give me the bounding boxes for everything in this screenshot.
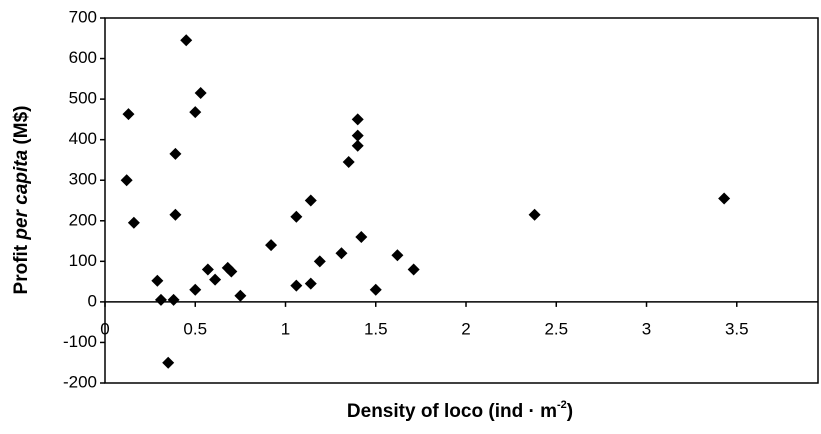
point: [127, 216, 140, 229]
y-tick-label: -200: [63, 372, 97, 391]
point: [169, 208, 182, 221]
x-title-part: Density of loco (ind · m: [347, 401, 557, 422]
point: [225, 265, 238, 278]
y-title-part: Profit: [11, 240, 32, 295]
point: [355, 231, 368, 243]
x-title-part: -2: [557, 399, 567, 411]
point: [351, 129, 364, 142]
point: [407, 263, 420, 276]
x-tick-label: 0.5: [183, 319, 207, 338]
point: [162, 356, 175, 369]
point: [351, 113, 364, 126]
point: [194, 87, 207, 100]
point: [290, 279, 303, 292]
point: [290, 210, 303, 223]
point: [304, 277, 317, 290]
y-tick-label: 200: [69, 210, 97, 229]
x-tick-label: 1.5: [364, 319, 388, 338]
x-tick-label: 0: [100, 319, 109, 338]
x-tick-label: 3: [642, 319, 651, 338]
x-tick-label: 1: [281, 319, 290, 338]
point: [189, 283, 202, 296]
y-tick-label: -100: [63, 332, 97, 351]
point: [351, 139, 364, 152]
point: [120, 174, 133, 187]
point: [169, 147, 182, 160]
y-tick-label: 300: [69, 170, 97, 189]
y-title-part: (M$): [11, 106, 32, 150]
y-title-part: per capita: [11, 149, 32, 240]
point: [234, 289, 247, 302]
x-tick-label: 3.5: [725, 319, 749, 338]
point: [189, 106, 202, 119]
x-axis-title: Density of loco (ind · m-2): [347, 399, 573, 422]
point: [528, 208, 541, 221]
y-tick-label: 400: [69, 129, 97, 148]
point: [718, 192, 731, 205]
y-tick-label: 700: [69, 7, 97, 26]
point: [369, 283, 382, 296]
y-tick-label: 100: [69, 251, 97, 270]
point: [335, 247, 348, 260]
y-axis-title: Profit per capita (M$): [11, 106, 32, 295]
plot-frame: [104, 17, 819, 384]
point: [304, 194, 317, 207]
point: [313, 255, 326, 268]
point: [180, 34, 193, 47]
y-tick-label: 600: [69, 48, 97, 67]
x-title-part: ): [567, 401, 573, 422]
x-tick-label: 2: [461, 319, 470, 338]
y-tick-label: 500: [69, 89, 97, 108]
y-tick-label: 0: [88, 291, 97, 310]
point: [167, 293, 180, 306]
point: [209, 273, 222, 286]
point: [342, 155, 355, 168]
point: [151, 274, 164, 287]
point: [122, 108, 135, 121]
x-tick-label: 2.5: [544, 319, 568, 338]
point: [201, 263, 214, 276]
point: [265, 239, 278, 252]
point: [154, 293, 167, 306]
point: [391, 249, 404, 262]
